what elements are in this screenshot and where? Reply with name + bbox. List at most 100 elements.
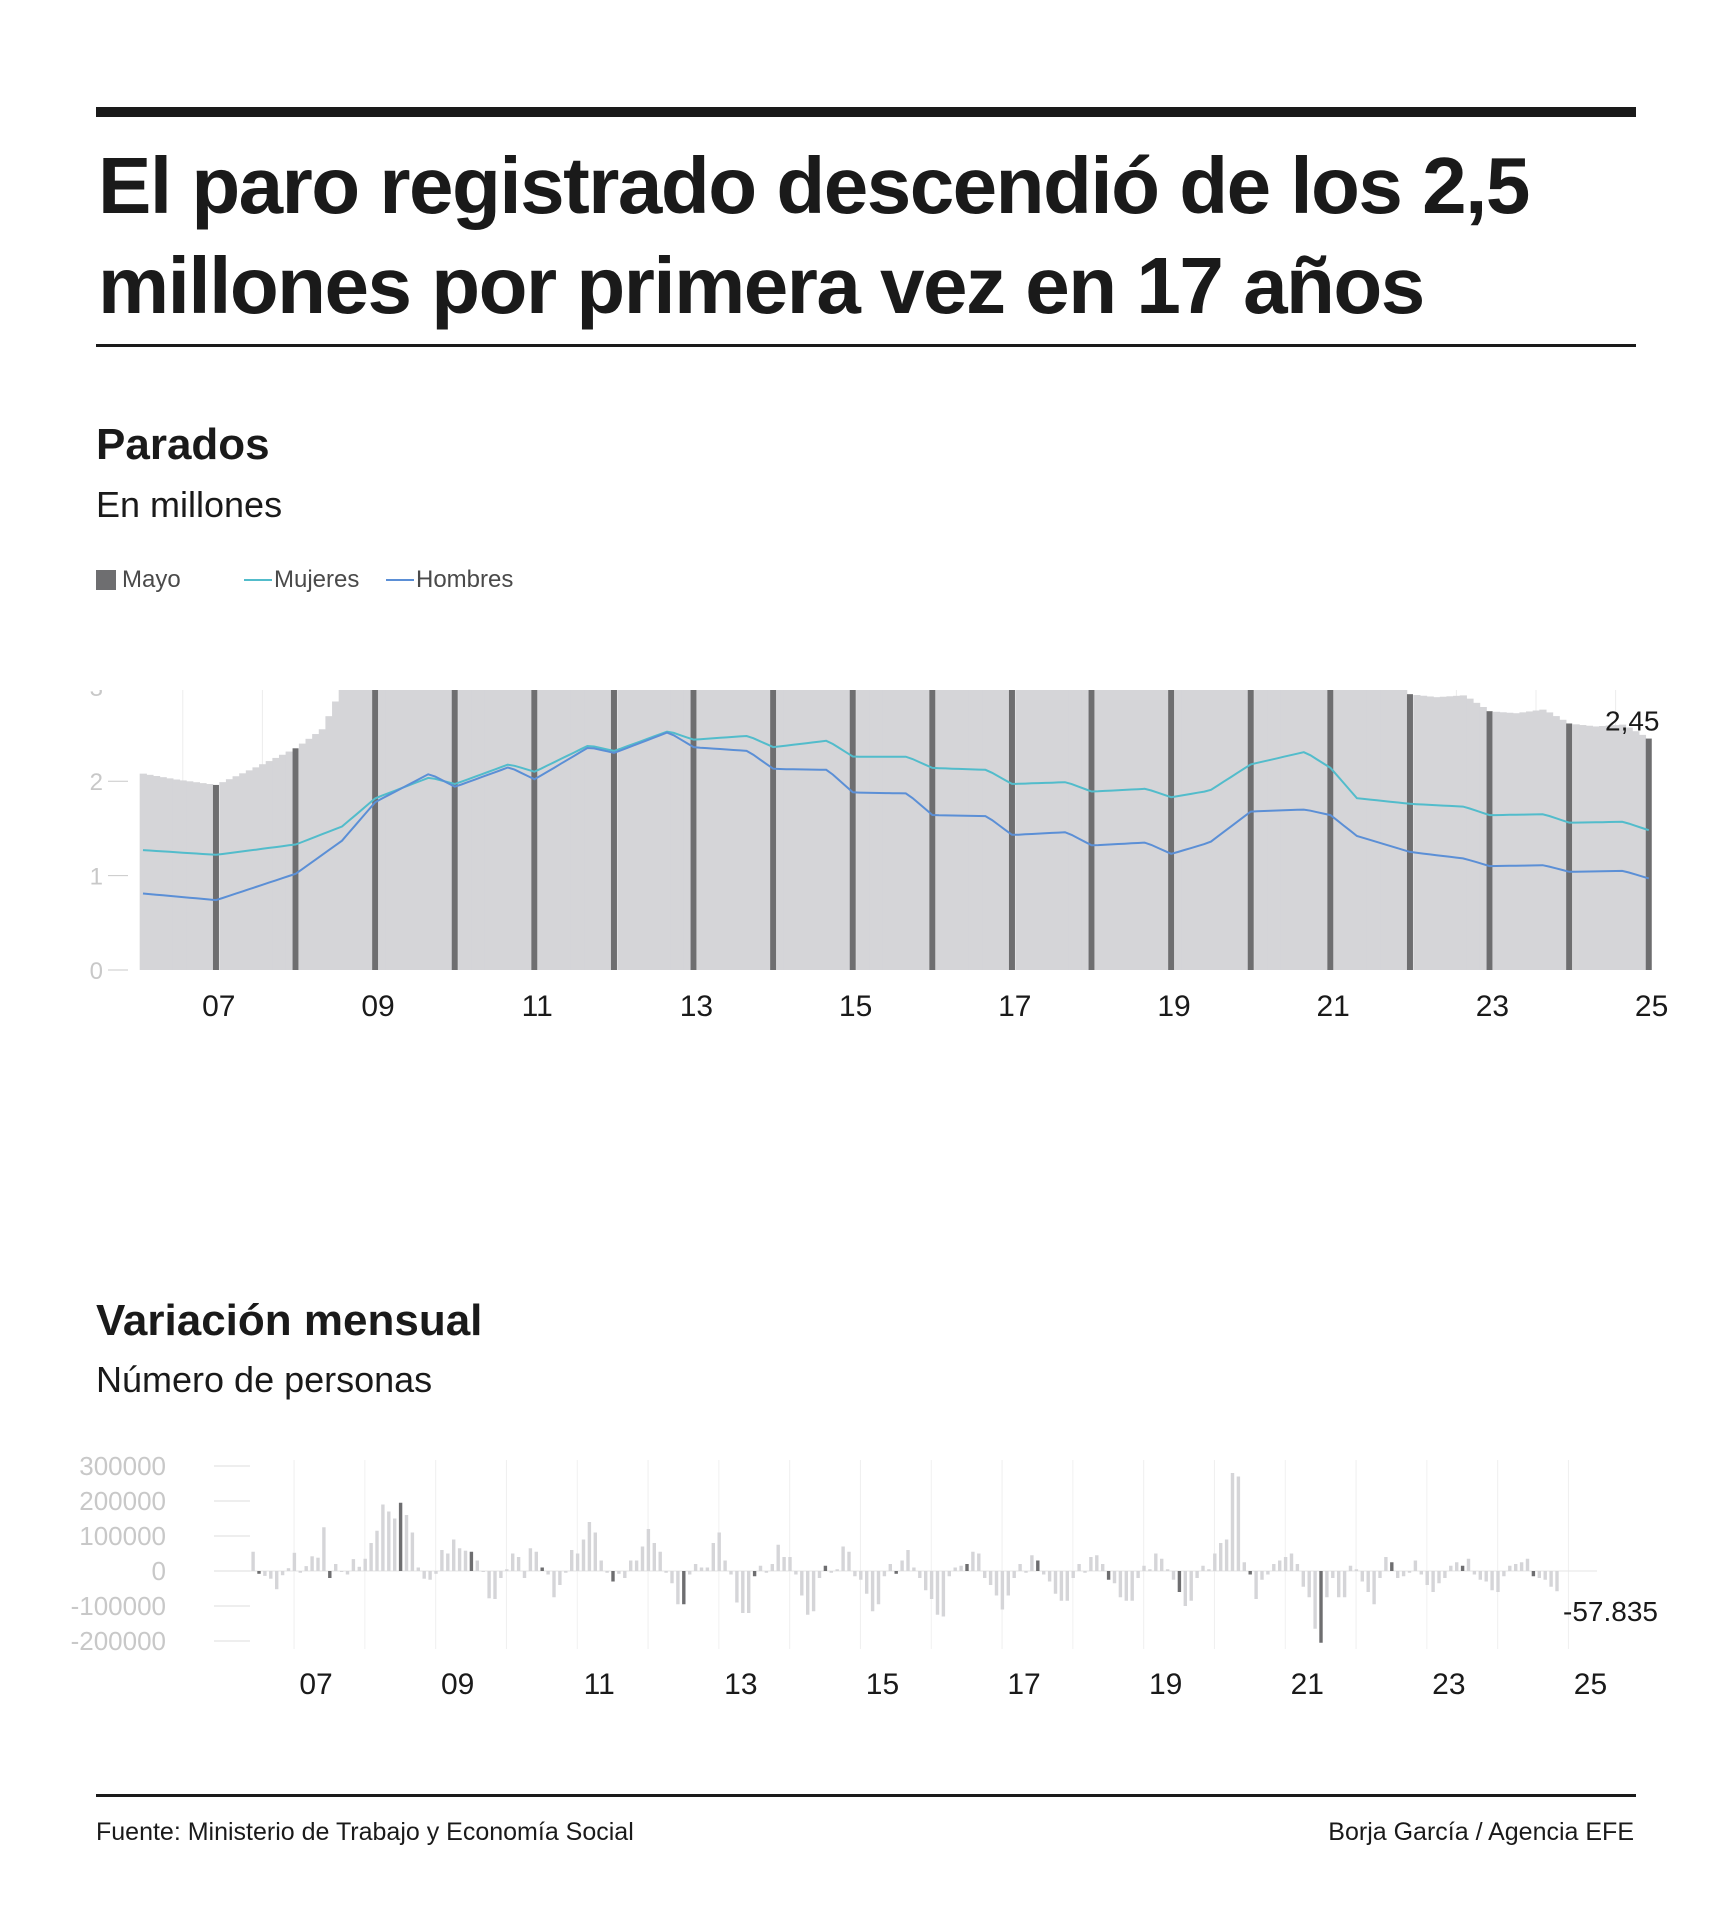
- credit-text: Borja García / Agencia EFE: [1328, 1818, 1634, 1846]
- bar-month: [663, 690, 671, 970]
- bar-month: [988, 690, 996, 970]
- bar-month: [1337, 1571, 1341, 1598]
- bar-month: [493, 1571, 497, 1599]
- x-tick-label: 13: [680, 990, 713, 1023]
- bar-month: [1134, 690, 1142, 970]
- bar-month: [646, 1529, 651, 1571]
- bar-month: [251, 1551, 255, 1571]
- bar-month: [332, 701, 340, 970]
- bar-mayo: [1327, 690, 1334, 970]
- bar-month: [1194, 690, 1202, 970]
- bar-month: [756, 690, 764, 970]
- bar-month: [1472, 702, 1481, 970]
- bar-month: [298, 743, 307, 970]
- x-tick-label: 11: [522, 990, 553, 1023]
- bar-month: [232, 776, 240, 970]
- bar-month: [1254, 690, 1262, 970]
- bar-month: [1360, 1571, 1364, 1582]
- bar-month: [1618, 724, 1627, 970]
- bar-month: [696, 690, 705, 970]
- bar-month: [458, 690, 466, 970]
- y-tick-label: -100000: [71, 1591, 166, 1621]
- bar-month: [1207, 690, 1215, 970]
- bar-month: [1272, 1564, 1276, 1571]
- bar-month: [1479, 706, 1487, 970]
- bar-mayo: [610, 690, 617, 970]
- bar-month: [870, 1571, 875, 1612]
- bar-month: [900, 1560, 904, 1571]
- bar-month: [817, 1571, 822, 1578]
- bar-month: [1081, 690, 1089, 970]
- bar-month: [463, 1550, 468, 1571]
- bar-month: [422, 1571, 426, 1579]
- bar-month: [1283, 1557, 1288, 1571]
- bar-mayo: [257, 1571, 261, 1574]
- bar-mayo: [212, 784, 219, 970]
- bar-month: [404, 1515, 409, 1571]
- bar-month: [557, 690, 565, 970]
- bar-mayo: [1008, 690, 1015, 970]
- bar-month: [758, 1565, 763, 1571]
- bar-month: [995, 690, 1003, 970]
- bar-month: [1280, 690, 1288, 970]
- bar-month: [1502, 1571, 1506, 1577]
- bar-month: [1605, 725, 1613, 970]
- bar-month: [1201, 690, 1209, 970]
- bar-month: [318, 729, 327, 970]
- bar-month: [1230, 1473, 1235, 1571]
- bar-month: [544, 690, 552, 970]
- bar-month: [1121, 690, 1129, 970]
- bar-month: [1592, 726, 1600, 970]
- bar-month: [1526, 711, 1534, 970]
- bar-month: [882, 690, 890, 970]
- bar-month: [676, 1571, 680, 1605]
- bar-month: [924, 1571, 928, 1591]
- bar-month: [717, 1532, 721, 1571]
- bar-month: [1142, 1565, 1146, 1571]
- chart2-title: Variación mensual: [96, 1296, 483, 1345]
- bar-month: [310, 1556, 314, 1571]
- x-tick-label: 19: [1157, 990, 1190, 1023]
- bar-month: [312, 734, 320, 970]
- bar-month: [477, 690, 486, 970]
- bar-month: [968, 690, 977, 970]
- bar-month: [1267, 690, 1275, 970]
- bar-month: [869, 690, 877, 970]
- bar-month: [1453, 695, 1461, 970]
- bar-month: [304, 1566, 308, 1571]
- bar-mayo: [328, 1571, 332, 1578]
- bar-month: [522, 1571, 527, 1578]
- x-tick-label: 11: [584, 1668, 615, 1700]
- bar-month: [1437, 1571, 1441, 1584]
- bar-month: [186, 781, 194, 970]
- bar-month: [1028, 690, 1036, 970]
- bar-month: [789, 690, 797, 970]
- bar-month: [1278, 1560, 1282, 1571]
- bar-month: [836, 690, 844, 970]
- bar-month: [637, 690, 645, 970]
- bar-mayo: [1247, 690, 1254, 970]
- bar-month: [948, 690, 957, 970]
- bar-month: [452, 1539, 456, 1571]
- bar-month: [664, 1571, 668, 1573]
- x-tick-label: 25: [1635, 990, 1668, 1023]
- bar-month: [634, 1560, 639, 1571]
- bar-month: [339, 1571, 344, 1572]
- bar-month: [763, 690, 771, 970]
- bar-month: [1136, 1571, 1140, 1578]
- bar-mayo: [1460, 1565, 1465, 1571]
- footer-rule: [96, 1794, 1636, 1797]
- bar-month: [1114, 690, 1123, 970]
- bar-month: [1508, 1565, 1512, 1571]
- bar-month: [1183, 1571, 1187, 1606]
- bar-month: [1532, 710, 1540, 970]
- bar-month: [1443, 1571, 1447, 1578]
- bar-month: [1089, 1557, 1093, 1571]
- bar-month: [657, 690, 665, 970]
- bar-month: [1213, 1553, 1217, 1571]
- bar-month: [1446, 696, 1454, 970]
- bar-month: [1342, 1571, 1347, 1598]
- y-tick-label: 200000: [79, 1486, 166, 1516]
- bar-month: [1301, 1571, 1305, 1587]
- bar-month: [935, 1571, 940, 1615]
